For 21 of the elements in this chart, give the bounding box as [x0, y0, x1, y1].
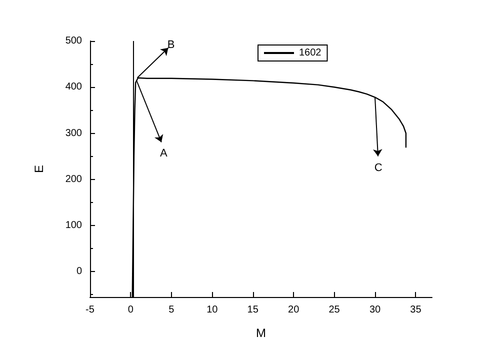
x-tick-label: 10	[206, 304, 218, 316]
legend-label: 1602	[299, 48, 322, 58]
x-tick-label: 5	[168, 304, 175, 316]
y-tick-label: 500	[65, 36, 82, 46]
x-tick-label: 30	[369, 304, 381, 316]
y-tick-label: 300	[65, 128, 82, 139]
y-tick-label: 100	[65, 220, 82, 232]
x-tick-label: -5	[86, 304, 95, 316]
x-tick-label: 0	[128, 304, 134, 316]
annotation: A	[160, 147, 168, 160]
y-axis-title: E	[32, 164, 46, 174]
y-tick-label: 200	[65, 174, 82, 185]
x-tick-label: 15	[247, 304, 259, 316]
x-axis-title: M	[256, 326, 266, 340]
annotation: B	[167, 39, 175, 52]
y-tick-label: 0	[76, 266, 82, 278]
x-tick-label: 20	[288, 304, 300, 316]
y-tick-label: 400	[65, 82, 82, 93]
x-tick-label: 25	[328, 304, 340, 316]
annotation: C	[374, 162, 382, 174]
x-tick-label: 35	[410, 304, 422, 316]
